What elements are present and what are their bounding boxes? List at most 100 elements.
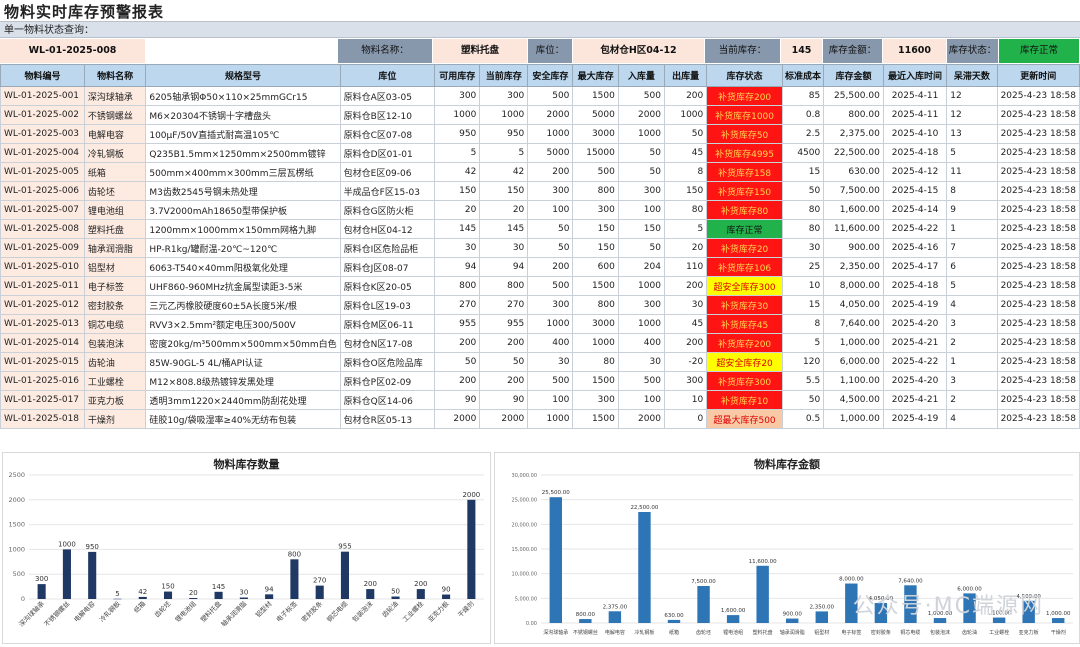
table-row[interactable]: WL-01-2025-004 冷轧钢板 Q235B1.5mm×1250mm×2500… (0, 143, 1080, 163)
table-row[interactable]: WL-01-2025-008 塑料托盘 1200mm×1000mm×150mm网格九… (0, 219, 1080, 239)
table-cell: 1000 (617, 276, 665, 296)
data-label: 300 (35, 575, 48, 583)
table-row[interactable]: WL-01-2025-016 工业螺栓 M12×808.8级热镀锌发黑处理 原料仓P区… (0, 371, 1080, 391)
table-row[interactable]: WL-01-2025-013 铜芯电缆 RVV3×2.5mm²额定电压300/500… (0, 314, 1080, 334)
quantity-chart: 物料库存数量 0 500 1000 1500 2000 2500 300 深沟球轴承 1000 不… (2, 452, 491, 644)
table-cell: 300 (434, 86, 481, 106)
table-cell: 2 (946, 333, 998, 353)
column-header[interactable]: 物料编号 (0, 64, 85, 87)
table-row[interactable]: WL-01-2025-006 齿轮坯 M3齿数2545号钢未热处理 半成品仓F区15-… (0, 181, 1080, 201)
table-cell: 轴承润滑脂 (83, 238, 147, 258)
table-row[interactable]: WL-01-2025-017 亚克力板 透明3mm1220×2440mm防刮花处理原… (0, 390, 1080, 410)
bar (815, 611, 828, 623)
inventory-table: 物料编号 物料名称 规格型号 库位 可用库存 当前库存 安全库存 最大库存 入库量 出库量 库存状态… (0, 64, 1080, 429)
table-cell: 原料仓D区01-01 (339, 143, 436, 163)
table-cell: 铜芯电缆 (83, 314, 147, 334)
y-tick-label: 20,000.00 (512, 522, 537, 528)
table-body: WL-01-2025-001 深沟球轴承 6205轴承钢Φ50×110×25mmGC… (0, 86, 1080, 429)
table-cell: 亚克力板 (83, 390, 147, 410)
table-cell: 三元乙丙橡胶硬度60±5A长度5米/根 (145, 295, 341, 315)
table-row[interactable]: WL-01-2025-018 干燥剂 硅胶10g/袋吸湿率≥40%无纺布包装 包材仓R… (0, 409, 1080, 429)
table-cell: 800 (434, 276, 481, 296)
x-tick-label: 铝型材 (814, 629, 829, 636)
column-header[interactable]: 库存状态 (706, 64, 783, 87)
table-cell: 50 (434, 352, 481, 372)
name-value: 塑料托盘 (433, 39, 528, 63)
data-label: 1000 (58, 540, 76, 548)
table-row[interactable]: WL-01-2025-003 电解电容 100μF/50V直插式耐高温105℃ 原料仓… (0, 124, 1080, 144)
table-cell: 纸箱 (83, 162, 147, 182)
y-tick-label: 0 (21, 595, 25, 603)
table-cell: 30 (617, 352, 665, 372)
table-row[interactable]: WL-01-2025-001 深沟球轴承 6205轴承钢Φ50×110×25mmGC… (0, 86, 1080, 106)
data-label: 1,000.00 (928, 611, 953, 617)
table-cell: 2025-4-18 (882, 143, 948, 163)
column-header[interactable]: 库存金额 (823, 64, 884, 87)
bar (1022, 600, 1035, 623)
bar (726, 615, 740, 623)
table-cell: 8,000.00 (823, 276, 884, 296)
column-header[interactable]: 呆滞天数 (946, 64, 998, 87)
y-tick-label: 15,000.00 (512, 547, 537, 553)
column-header[interactable]: 物料名称 (83, 64, 147, 87)
data-label: 4,500.00 (1016, 594, 1041, 600)
column-header[interactable]: 可用库存 (434, 64, 481, 87)
table-row[interactable]: WL-01-2025-015 齿轮油 85W-90GL-5 4L/桶API认证 原料仓… (0, 352, 1080, 372)
data-label: 630.00 (664, 613, 684, 619)
table-cell: 1,000.00 (823, 333, 884, 353)
column-header[interactable]: 标准成本 (781, 64, 825, 87)
column-header[interactable]: 最近入库时间 (882, 64, 948, 87)
column-header[interactable]: 规格型号 (145, 64, 341, 87)
table-cell: 2025-4-23 18:58 (996, 371, 1080, 391)
x-tick-label: 深沟球轴承 (543, 629, 568, 636)
table-row[interactable]: WL-01-2025-010 铝型材 6063-T540×40mm阳极氧化处理 原料仓… (0, 257, 1080, 277)
table-cell: WL-01-2025-004 (0, 143, 85, 163)
table-cell: 2025-4-19 (882, 295, 948, 315)
table-cell: 2025-4-23 18:58 (996, 257, 1080, 277)
table-row[interactable]: WL-01-2025-002 不锈钢螺丝 M6×20304不锈钢十字槽盘头 原料仓B区… (0, 105, 1080, 125)
table-cell: 3000 (572, 124, 619, 144)
table-cell: 6205轴承钢Φ50×110×25mmGCr15 (145, 86, 341, 106)
table-cell: 2,350.00 (823, 257, 884, 277)
table-row[interactable]: WL-01-2025-012 密封胶条 三元乙丙橡胶硬度60±5A长度5米/根 原料仓… (0, 295, 1080, 315)
bar (265, 594, 274, 599)
table-cell: 94 (479, 257, 529, 277)
table-cell: 2025-4-19 (882, 409, 948, 429)
table-cell: HP-R1kg/罐耐温-20℃~120℃ (145, 238, 341, 258)
table-row[interactable]: WL-01-2025-007 锂电池组 3.7V2000mAh18650型带保护板原… (0, 200, 1080, 220)
bar (37, 584, 46, 599)
column-header[interactable]: 当前库存 (479, 64, 529, 87)
table-cell: 3 (946, 314, 998, 334)
column-header[interactable]: 出库量 (663, 64, 708, 87)
table-row[interactable]: WL-01-2025-005 纸箱 500mm×400mm×300mm三层瓦楞纸 包材… (0, 162, 1080, 182)
data-label: 2,375.00 (603, 604, 628, 610)
column-header[interactable]: 最大库存 (572, 64, 619, 87)
table-cell: 2025-4-21 (882, 333, 948, 353)
table-cell: 1000 (617, 124, 665, 144)
data-label: 950 (86, 543, 99, 551)
table-cell: 300 (617, 295, 665, 315)
column-header[interactable]: 安全库存 (527, 64, 574, 87)
table-cell: 2025-4-23 18:58 (996, 86, 1080, 106)
x-tick-label: 亚克力板 (426, 599, 451, 624)
table-row[interactable]: WL-01-2025-014 包装泡沫 密度20kg/m³500mm×500mm×5… (0, 333, 1080, 353)
query-code-input[interactable]: WL-01-2025-008 (0, 39, 146, 63)
table-cell: WL-01-2025-008 (0, 219, 85, 239)
data-label: 90 (442, 586, 451, 594)
column-header[interactable]: 入库量 (617, 64, 665, 87)
table-row[interactable]: WL-01-2025-011 电子标签 UHF860-960MHz抗金属型读距3-5… (0, 276, 1080, 296)
table-cell: 2025-4-21 (882, 390, 948, 410)
table-cell: 50 (527, 219, 574, 239)
x-tick-label: 铜芯电缆 (325, 599, 350, 624)
table-cell: 85W-90GL-5 4L/桶API认证 (145, 352, 341, 372)
table-cell: 2025-4-15 (882, 181, 948, 201)
table-cell: 1000 (663, 105, 708, 125)
table-row[interactable]: WL-01-2025-009 轴承润滑脂 HP-R1kg/罐耐温-20℃~120℃ 原… (0, 238, 1080, 258)
column-header[interactable]: 更新时间 (996, 64, 1080, 87)
table-cell: 955 (434, 314, 481, 334)
data-label: 800 (288, 550, 301, 558)
table-cell: 100 (617, 390, 665, 410)
table-cell: 5 (434, 143, 481, 163)
column-header[interactable]: 库位 (339, 64, 436, 87)
table-cell: 50 (781, 181, 825, 201)
